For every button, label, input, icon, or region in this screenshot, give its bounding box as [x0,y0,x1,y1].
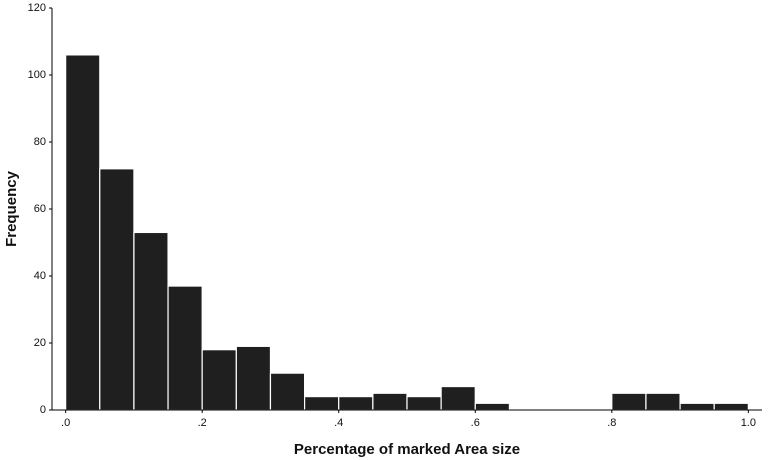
bar [167,285,203,411]
bar [406,396,442,411]
bar [713,402,749,411]
x-tick-label: .6 [471,417,480,429]
y-tick-label: 20 [34,337,46,349]
bar [235,345,272,411]
bar [133,231,169,411]
y-tick-label: 100 [28,69,46,81]
x-tick-label: .8 [607,417,616,429]
bar [474,402,511,411]
bar [99,168,135,411]
y-tick-label: 120 [28,2,46,14]
x-tick-label: .0 [61,417,70,429]
y-tick-label: 40 [34,270,46,282]
bar [645,392,681,411]
bar [303,396,340,411]
y-tick-label: 0 [40,404,46,416]
y-axis-title: Frequency [3,170,20,247]
y-tick-label: 60 [34,203,46,215]
bar [611,392,647,411]
bar [338,396,374,411]
bar [201,349,237,411]
bar [372,392,408,411]
y-tick-label: 80 [34,136,46,148]
bar [440,385,476,411]
bar [269,372,306,411]
bar [65,54,101,411]
bar [679,402,715,411]
x-tick-label: .2 [198,417,207,429]
x-tick-label: .4 [334,417,343,429]
x-axis-title: Percentage of marked Area size [294,441,520,458]
x-tick-label: 1.0 [741,417,756,429]
